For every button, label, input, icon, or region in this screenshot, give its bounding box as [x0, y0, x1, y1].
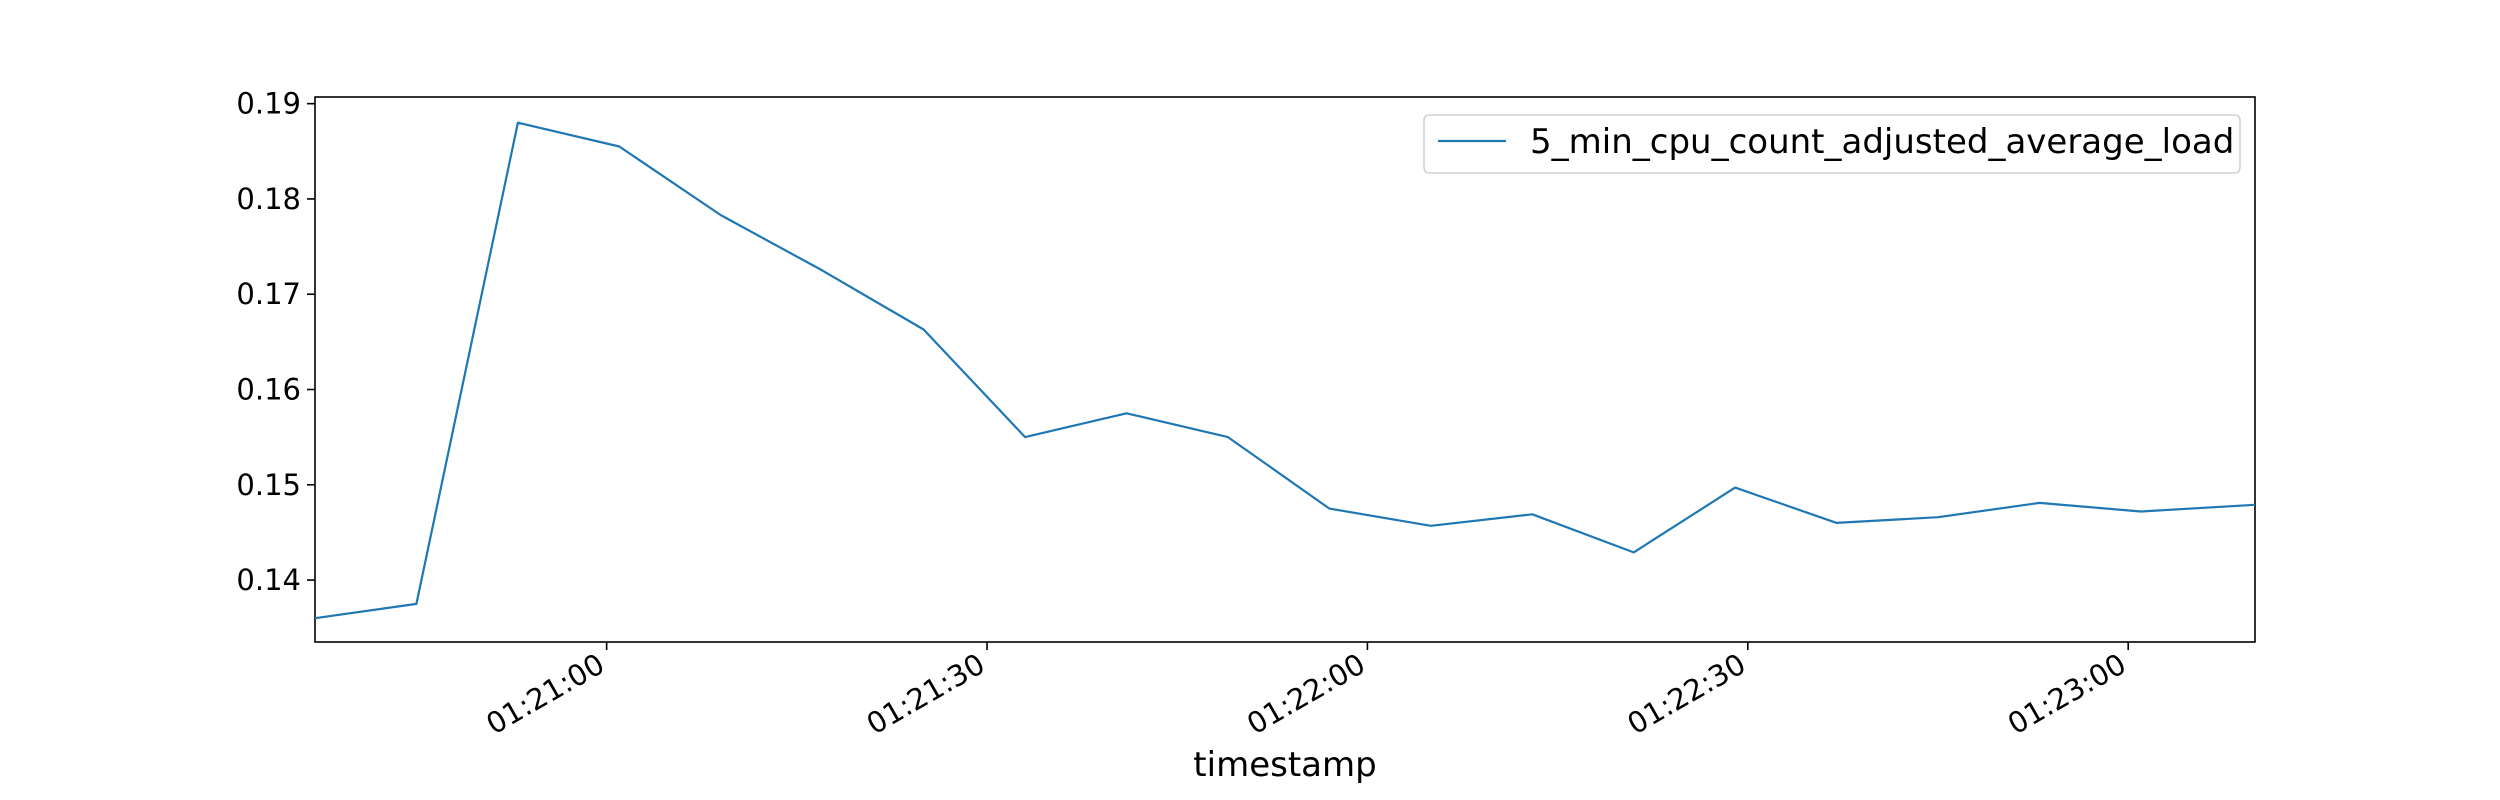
series-layer: [314, 121, 2256, 620]
x-tick-label: 01:22:30: [1622, 647, 1752, 742]
x-tick-label: 01:23:00: [2002, 647, 2132, 742]
y-tick-label: 0.15: [236, 468, 301, 502]
y-tick-label: 0.14: [236, 563, 301, 597]
plot-area: [314, 96, 2256, 643]
x-tick-label: 01:21:00: [480, 647, 610, 742]
legend-box: [1423, 114, 2241, 174]
y-tick-label: 0.18: [236, 182, 301, 216]
x-axis: 01:21:00 01:21:30 01:22:00 01:22:30 01:23:00: [480, 642, 2132, 742]
y-tick-label: 0.19: [236, 87, 301, 121]
x-axis-title: timestamp: [1193, 745, 1376, 785]
plot-border: [314, 96, 2256, 643]
legend-label: 5_min_cpu_count_adjusted_average_load: [1530, 122, 2234, 162]
x-tick-label: 01:21:30: [861, 647, 991, 742]
legend[interactable]: 5_min_cpu_count_adjusted_average_load: [1423, 114, 2241, 174]
x-tick-label: 01:22:00: [1241, 647, 1371, 742]
y-tick-label: 0.16: [236, 373, 301, 407]
y-tick-label: 0.17: [236, 277, 301, 311]
series-line: [314, 121, 2256, 620]
y-axis: 0.14 0.15 0.16 0.17 0.18 0.19: [236, 87, 315, 597]
